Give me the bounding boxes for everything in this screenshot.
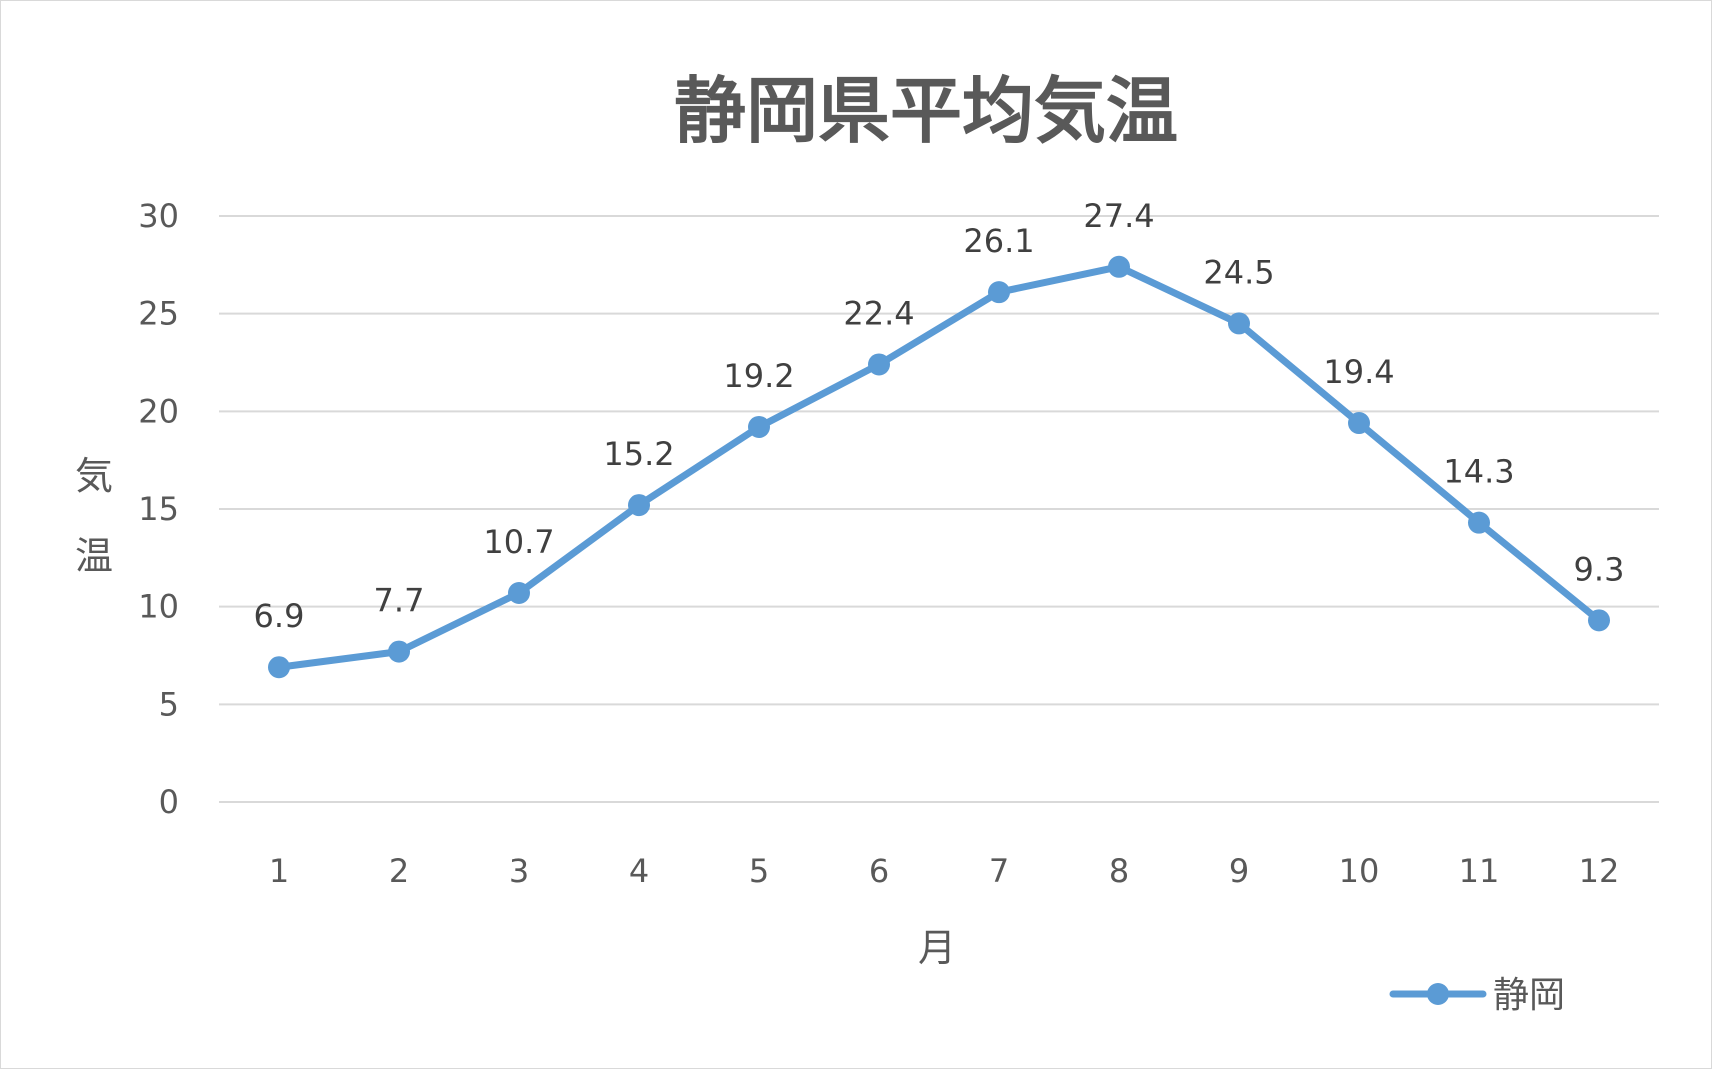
- y-tick-label: 30: [138, 197, 179, 235]
- data-label: 19.4: [1323, 353, 1394, 391]
- series-layer: [268, 255, 1610, 679]
- data-point: [1348, 412, 1370, 435]
- x-tick-label: 8: [1109, 852, 1129, 890]
- x-tick-label: 11: [1459, 852, 1500, 890]
- legend-point-marker: [1427, 983, 1449, 1005]
- y-axis-title: 気温: [75, 454, 113, 578]
- data-point: [1468, 511, 1490, 534]
- data-point: [628, 494, 650, 517]
- y-axis-title-char: 温: [75, 534, 113, 578]
- data-label: 14.3: [1443, 453, 1514, 491]
- data-point: [388, 640, 410, 663]
- gridlines: [219, 215, 1659, 803]
- y-axis-ticks: 0 5 10 15 20 25 30: [138, 197, 179, 821]
- x-tick-label: 1: [269, 852, 289, 890]
- y-tick-label: 20: [138, 392, 179, 430]
- x-axis-ticks: 1 2 3 4 5 6 7 8 9 10 11 12: [269, 852, 1620, 890]
- data-label: 6.9: [254, 597, 305, 635]
- y-tick-label: 5: [159, 685, 179, 723]
- data-label: 26.1: [963, 222, 1034, 260]
- chart-title: 静岡県平均気温: [674, 69, 1178, 153]
- data-label: 19.2: [723, 357, 794, 395]
- y-tick-label: 25: [138, 295, 179, 333]
- y-axis-title-char: 気: [75, 454, 113, 498]
- data-labels: 6.9 7.7 10.7 15.2 19.2 22.4 26.1 27.4 24.5 19.4 14…: [254, 197, 1625, 635]
- legend: 静岡: [1389, 975, 1565, 1016]
- data-point: [508, 581, 530, 604]
- y-tick-label: 10: [138, 588, 179, 626]
- data-label: 24.5: [1203, 253, 1274, 291]
- data-point: [988, 281, 1010, 304]
- data-label: 15.2: [603, 435, 674, 473]
- x-tick-label: 4: [629, 852, 649, 890]
- x-tick-label: 6: [869, 852, 889, 890]
- data-label: 27.4: [1083, 197, 1154, 235]
- x-tick-label: 5: [749, 852, 769, 890]
- x-tick-label: 3: [509, 852, 529, 890]
- data-point: [1108, 255, 1130, 278]
- data-point: [268, 656, 290, 679]
- data-point: [868, 353, 890, 376]
- x-tick-label: 2: [389, 852, 409, 890]
- data-label: 22.4: [843, 294, 914, 332]
- data-point: [1588, 609, 1610, 632]
- x-axis-title: 月: [918, 926, 956, 970]
- legend-item-label: 静岡: [1493, 975, 1565, 1016]
- series-line: [275, 263, 1603, 671]
- data-point: [1228, 312, 1250, 335]
- y-tick-label: 0: [159, 783, 179, 821]
- x-tick-label: 7: [989, 852, 1009, 890]
- data-label: 10.7: [483, 523, 554, 561]
- x-tick-label: 12: [1579, 852, 1620, 890]
- data-label: 7.7: [374, 582, 425, 620]
- data-label: 9.3: [1574, 550, 1625, 588]
- data-point: [748, 415, 770, 438]
- y-tick-label: 15: [138, 490, 179, 528]
- x-tick-label: 10: [1339, 852, 1380, 890]
- x-tick-label: 9: [1229, 852, 1249, 890]
